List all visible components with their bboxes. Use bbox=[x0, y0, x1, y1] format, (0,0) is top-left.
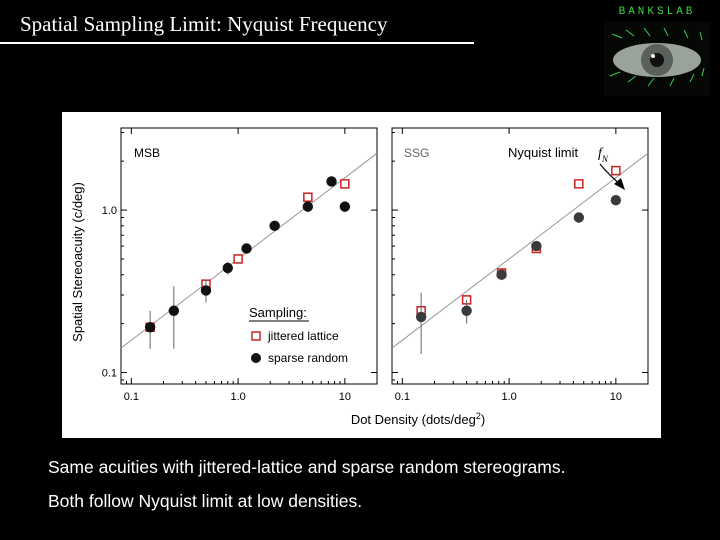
point-sparse-random bbox=[269, 220, 280, 232]
x-axis-label-sup: 2 bbox=[476, 411, 481, 421]
panel-frame bbox=[120, 127, 378, 385]
logo-text: BANKSLAB bbox=[618, 6, 696, 18]
point-sparse-random bbox=[222, 262, 233, 274]
point-sparse-random bbox=[496, 269, 507, 280]
panel-label-msb: MSB bbox=[134, 146, 160, 160]
y-tick-label: 0.1 bbox=[102, 368, 117, 380]
x-tick-label: 1.0 bbox=[501, 391, 516, 403]
x-axis-label: Dot Density (dots/deg2) bbox=[351, 411, 485, 427]
panel-frame bbox=[391, 127, 649, 385]
y-axis-label: Spatial Stereoacuity (c/deg) bbox=[70, 182, 85, 342]
point-jittered-lattice bbox=[340, 179, 350, 189]
stereoacuity-figure: 0.1 1.0 10 0.1 1.0 0.1 1.0 10 Spatial Stereoacu… bbox=[62, 112, 661, 438]
point-sparse-random bbox=[415, 311, 427, 323]
x-axis-label-text: Dot Density (dots/deg bbox=[351, 412, 476, 427]
x-tick-label: 1.0 bbox=[230, 391, 245, 403]
legend-marker-sparse bbox=[251, 353, 261, 363]
nyquist-symbol-f: f bbox=[598, 146, 604, 161]
point-sparse-random bbox=[531, 240, 542, 252]
point-sparse-random bbox=[610, 195, 622, 206]
stereoacuity-chart: 0.1 1.0 10 0.1 1.0 0.1 1.0 10 Spatial Stereoacu… bbox=[70, 127, 649, 427]
x-tick-label: 0.1 bbox=[395, 391, 410, 403]
point-jittered-lattice bbox=[574, 179, 584, 189]
point-sparse-random bbox=[461, 305, 472, 316]
legend-title: Sampling: bbox=[249, 305, 307, 320]
eye-logo-icon bbox=[604, 22, 710, 96]
point-jittered-lattice bbox=[611, 165, 621, 176]
caption-line-1: Same acuities with jittered-lattice and … bbox=[48, 457, 566, 477]
point-sparse-random bbox=[168, 305, 180, 316]
lab-logo: BANKSLAB bbox=[600, 6, 714, 98]
caption-line-2: Both follow Nyquist limit at low densiti… bbox=[48, 491, 363, 511]
panel-ssg: 0.1 1.0 10 bbox=[391, 127, 649, 403]
slide-title: Spatial Sampling Limit: Nyquist Frequenc… bbox=[20, 12, 388, 36]
point-jittered-lattice bbox=[303, 192, 313, 202]
x-tick-label: 10 bbox=[339, 391, 351, 403]
nyquist-symbol: fN bbox=[598, 146, 609, 164]
title-underline bbox=[0, 42, 474, 44]
panel-label-ssg: SSG bbox=[404, 146, 429, 160]
point-sparse-random bbox=[200, 285, 212, 296]
point-sparse-random bbox=[144, 322, 156, 333]
nyquist-limit-label: Nyquist limit bbox=[508, 145, 578, 160]
panel-msb: 0.1 1.0 10 0.1 1.0 bbox=[102, 127, 378, 403]
legend-label-sparse: sparse random bbox=[268, 351, 348, 365]
point-sparse-random bbox=[339, 201, 351, 212]
legend-marker-jittered bbox=[251, 331, 261, 341]
x-tick-label: 10 bbox=[610, 391, 622, 403]
point-sparse-random bbox=[302, 201, 314, 212]
point-jittered-lattice bbox=[233, 254, 243, 264]
x-tick-label: 0.1 bbox=[124, 391, 139, 403]
y-tick-label: 1.0 bbox=[102, 205, 117, 217]
point-sparse-random bbox=[326, 176, 337, 187]
point-sparse-random bbox=[573, 212, 585, 223]
legend-label-jittered: jittered lattice bbox=[267, 329, 339, 343]
nyquist-symbol-sub: N bbox=[601, 154, 609, 164]
x-axis-label-tail: ) bbox=[481, 412, 485, 427]
point-sparse-random bbox=[241, 243, 252, 254]
nyquist-arrowhead bbox=[614, 178, 625, 190]
nyquist-line bbox=[391, 152, 649, 349]
